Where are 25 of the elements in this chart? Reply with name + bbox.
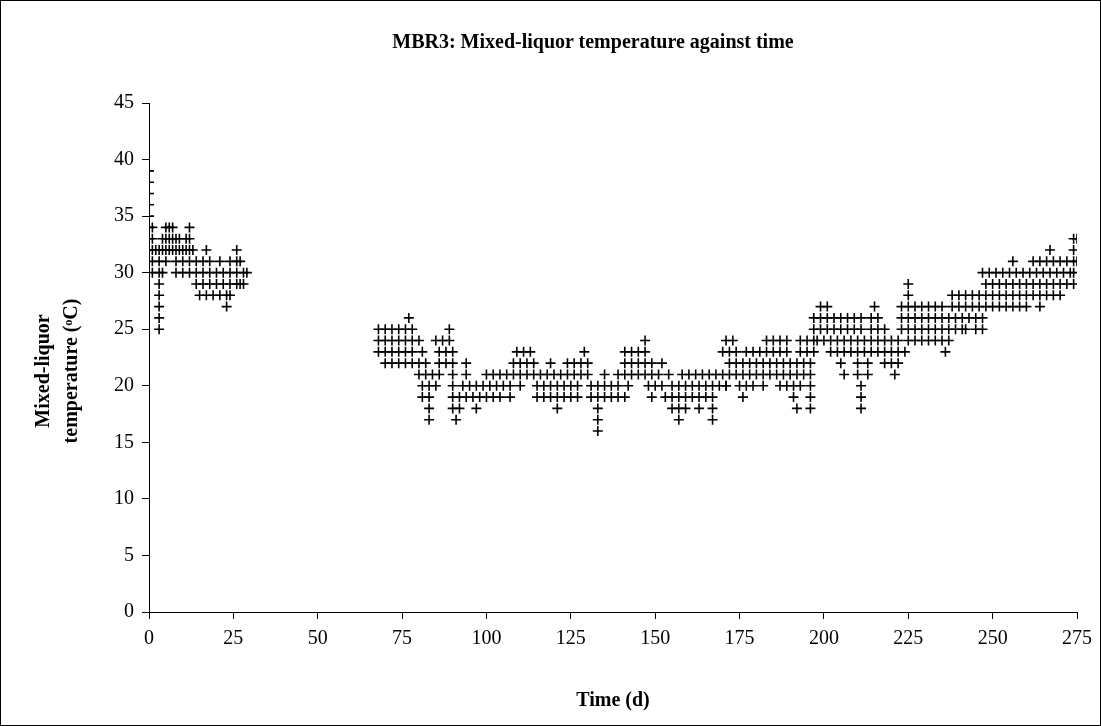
y-tick-label: 20 [114, 373, 134, 396]
chart-title: MBR3: Mixed-liquor temperature against time [392, 30, 794, 54]
x-tick-label: 150 [640, 626, 671, 649]
y-tick-label: 25 [114, 316, 134, 339]
y-tick-label: 45 [114, 90, 134, 113]
x-tick-label: 250 [977, 626, 1008, 649]
x-tick-label: 175 [724, 626, 755, 649]
y-tick-label: 30 [114, 259, 134, 282]
x-tick-label: 275 [1062, 626, 1092, 649]
x-axis-title: Time (d) [576, 688, 650, 712]
x-tick-label: 125 [555, 626, 586, 649]
x-tick-label: 200 [808, 626, 839, 649]
y-tick-label: 10 [114, 486, 134, 509]
y-tick-label: 5 [124, 542, 134, 565]
y-tick-label: 0 [124, 599, 134, 622]
x-tick-label: 0 [144, 626, 154, 649]
x-tick-label: 25 [223, 626, 244, 649]
x-tick-label: 50 [307, 626, 328, 649]
x-tick-label: 75 [392, 626, 413, 649]
x-tick-label: 100 [471, 626, 502, 649]
x-tick-label: 225 [893, 626, 924, 649]
y-tick-label: 40 [114, 146, 134, 169]
y-tick-label: 15 [114, 429, 134, 452]
y-axis-title: Mixed-liquor temperature (ᵒC) [30, 297, 83, 446]
y-tick-label: 35 [114, 203, 134, 226]
